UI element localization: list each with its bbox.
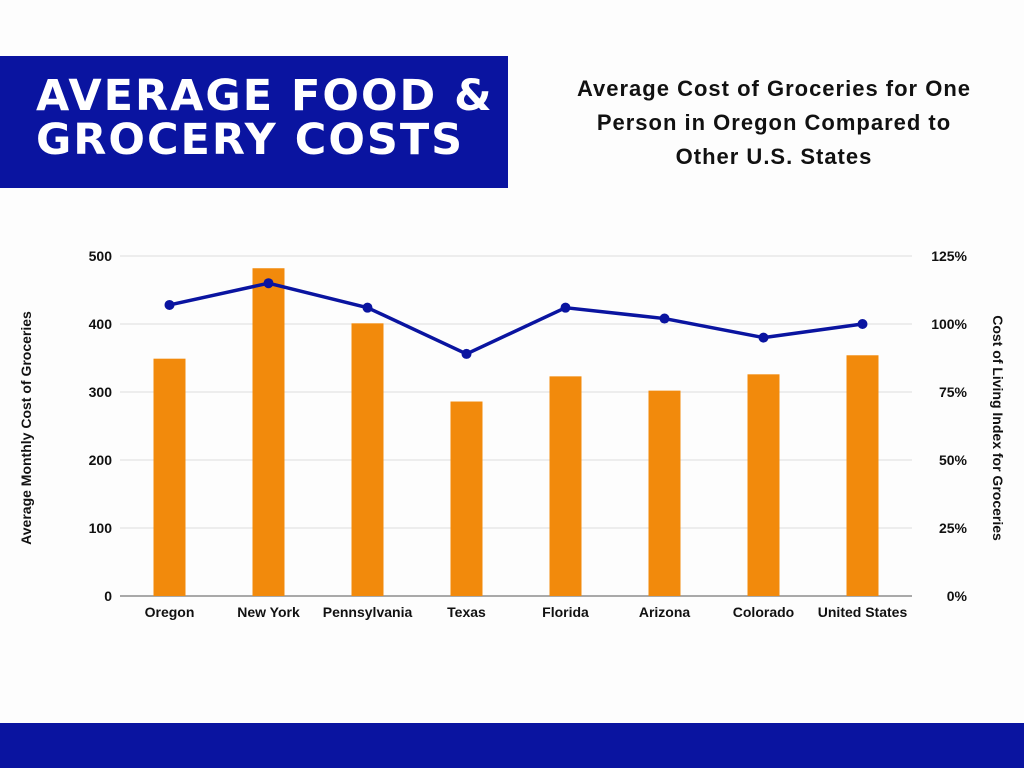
x-tick-label: Oregon: [145, 604, 195, 620]
index-point: [164, 299, 175, 310]
bar-oregon: [153, 358, 186, 596]
y-tick-label: 400: [89, 316, 113, 332]
x-tick-label: New York: [237, 604, 300, 620]
chart-title: Average Cost of Groceries for One Person…: [540, 72, 1008, 174]
y2-tick-label: 50%: [939, 452, 968, 468]
index-point: [758, 332, 769, 343]
bar-united-states: [846, 355, 879, 596]
y-tick-label: 200: [89, 452, 113, 468]
bar-florida: [549, 376, 582, 596]
chart-title-line-1: Average Cost of Groceries for One: [576, 76, 972, 101]
bar-pennsylvania: [351, 323, 384, 596]
index-point: [362, 302, 373, 313]
index-point: [857, 319, 868, 329]
bar-colorado: [747, 374, 780, 596]
x-tick-label: United States: [818, 604, 908, 620]
footer-band: [0, 723, 1024, 768]
index-point: [659, 313, 670, 324]
x-tick-label: Pennsylvania: [323, 604, 413, 620]
index-series-line: [169, 281, 863, 356]
x-tick-label: Texas: [447, 604, 486, 620]
bars: [153, 268, 879, 596]
x-tick-label: Colorado: [733, 604, 794, 620]
y-axis-label: Average Monthly Cost of Groceries: [18, 311, 34, 545]
y-tick-label: 0: [104, 588, 112, 604]
y2-axis-label: Cost of Living Index for Groceries: [990, 315, 1006, 541]
index-point: [461, 348, 472, 359]
banner-title-line-1: AVERAGE FOOD &: [36, 71, 494, 121]
index-point: [560, 302, 571, 313]
y2-tick-label: 100%: [931, 316, 967, 332]
bar-new-york: [252, 268, 285, 596]
y2-tick-label: 0%: [947, 588, 968, 604]
chart-title-line-3: Other U.S. States: [675, 144, 873, 169]
banner-title-line-2: GROCERY COSTS: [36, 115, 465, 165]
combo-chart: 0 100 200 300 400 500 0% 25% 50% 75% 100% 125% Orego…: [18, 248, 1006, 620]
x-tick-label: Florida: [542, 604, 589, 620]
y-tick-label: 300: [89, 384, 113, 400]
index-line: [164, 278, 868, 359]
index-point: [263, 278, 274, 289]
gridlines: [120, 255, 912, 597]
y2-tick-label: 75%: [939, 384, 968, 400]
y-tick-label: 500: [89, 248, 113, 264]
axes: 0 100 200 300 400 500 0% 25% 50% 75% 100% 125% Orego…: [89, 248, 968, 620]
header-banner: AVERAGE FOOD & GROCERY COSTS: [0, 56, 508, 188]
y-tick-label: 100: [89, 520, 113, 536]
chart-title-line-2: Person in Oregon Compared to: [596, 110, 952, 135]
bar-arizona: [648, 390, 681, 596]
y2-tick-label: 125%: [931, 248, 967, 264]
x-tick-label: Arizona: [639, 604, 691, 620]
bar-texas: [450, 401, 483, 596]
y2-tick-label: 25%: [939, 520, 968, 536]
